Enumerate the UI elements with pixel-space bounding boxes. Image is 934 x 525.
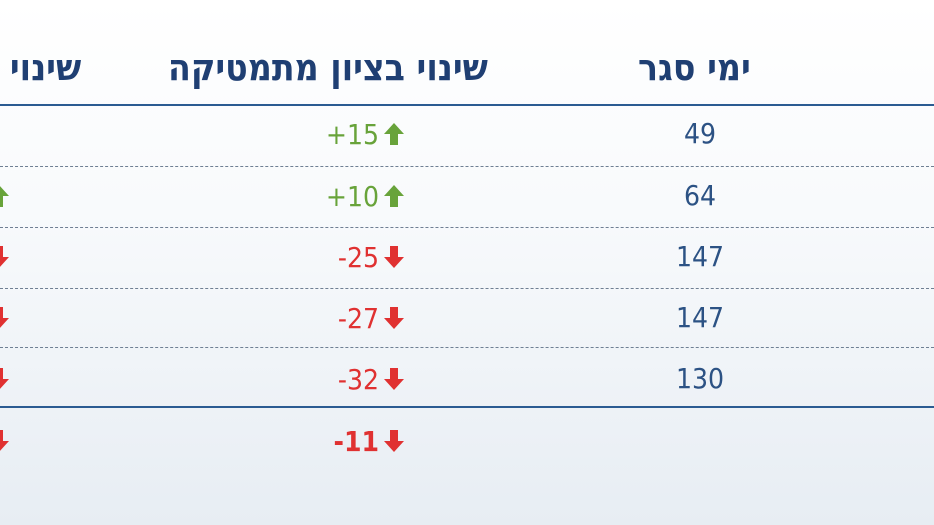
row-5-days: 130 — [675, 362, 725, 395]
arrow-up-icon — [384, 185, 404, 207]
arrow-down-icon — [384, 307, 404, 329]
row-divider — [0, 166, 934, 167]
row-4-change: -27 — [300, 298, 405, 338]
row-3-days: 147 — [675, 240, 725, 273]
arrow-down-icon — [384, 430, 404, 452]
header-math-change: שינוי בציון מתמטיקה — [168, 46, 488, 89]
arrow-up-icon — [0, 186, 9, 207]
arrow-down-icon — [384, 368, 404, 390]
arrow-up-icon — [384, 123, 404, 145]
row-divider — [0, 288, 934, 289]
row-divider — [0, 347, 934, 348]
header-third-column: שינוי ב — [0, 46, 82, 89]
total-change-value: -11 — [333, 424, 379, 458]
arrow-down-icon — [0, 246, 9, 267]
row-1-change: +15 — [300, 114, 405, 154]
arrow-down-icon — [0, 307, 9, 328]
row-4-change-value: -27 — [337, 301, 379, 335]
row-1-change-value: +15 — [325, 117, 379, 151]
row-3-change: -25 — [300, 237, 405, 277]
arrow-down-icon — [384, 246, 404, 268]
row-5-change-value: -32 — [337, 362, 379, 396]
arrow-down-icon — [0, 368, 9, 389]
row-2-days: 64 — [683, 179, 717, 212]
row-2-change-value: +10 — [325, 179, 379, 213]
row-5-change: -32 — [300, 359, 405, 399]
arrow-down-icon — [0, 430, 9, 451]
header-rule — [0, 104, 934, 106]
row-2-change: +10 — [300, 176, 405, 216]
row-4-days: 147 — [675, 301, 725, 334]
row-1-days: 49 — [683, 117, 717, 150]
row-3-change-value: -25 — [337, 240, 379, 274]
header-lockdown-days: ימי סגר — [638, 46, 751, 89]
row-divider — [0, 227, 934, 228]
total-change: -11 — [300, 421, 405, 461]
total-rule — [0, 406, 934, 408]
